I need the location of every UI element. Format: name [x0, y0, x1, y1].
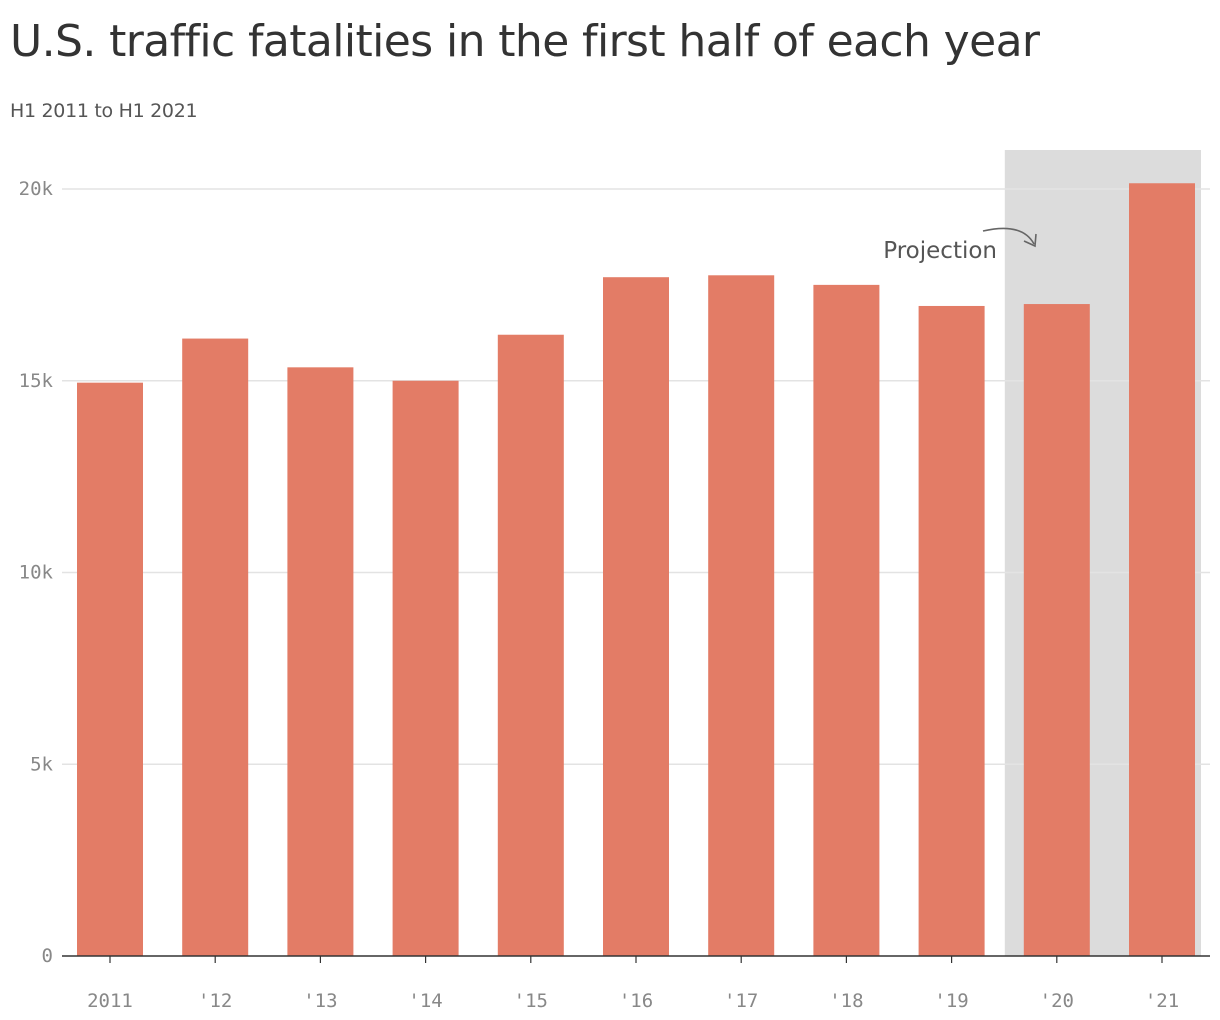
bar: [497, 334, 564, 957]
x-tick-label: '21: [1145, 990, 1179, 1012]
bar: [287, 367, 354, 956]
bar: [708, 275, 775, 957]
projection-arrowhead-icon: [1023, 233, 1037, 248]
y-tick-label: 20k: [19, 178, 54, 200]
x-tick-label: '14: [408, 990, 442, 1012]
bar: [918, 305, 985, 956]
y-tick-label: 15k: [19, 370, 54, 392]
x-tick-label: '20: [1040, 990, 1074, 1012]
bar: [77, 382, 143, 957]
bar: [813, 284, 880, 956]
x-tick-label: '19: [934, 990, 968, 1012]
y-tick-label: 0: [42, 945, 53, 967]
projection-annotation: Projection: [883, 227, 1037, 264]
bar: [1023, 304, 1090, 956]
y-axis-ticks: 0 5k 10k 15k 20k: [19, 178, 54, 967]
x-tick-label: '18: [829, 990, 863, 1012]
x-axis: 2011 '12 '13 '14 '15 '16 '17 '18 '19 '20 '21: [62, 955, 1210, 1012]
x-tick-label: '16: [619, 990, 653, 1012]
chart-subtitle: H1 2011 to H1 2021: [10, 100, 198, 122]
y-tick-label: 5k: [30, 753, 53, 775]
bar: [1129, 183, 1195, 956]
y-tick-label: 10k: [19, 562, 54, 584]
bar: [182, 338, 249, 956]
x-tick-label: '13: [303, 990, 337, 1012]
x-tick-label: 2011: [87, 990, 133, 1012]
bar: [603, 277, 669, 957]
bar: [392, 380, 459, 956]
projection-label: Projection: [883, 238, 997, 264]
projection-arrow-icon: [982, 227, 1035, 245]
x-tick-label: '17: [724, 990, 758, 1012]
bars: [77, 183, 1195, 957]
x-tick-label: '12: [198, 990, 232, 1012]
chart-title: U.S. traffic fatalities in the first hal…: [10, 16, 1040, 67]
x-tick-label: '15: [514, 990, 548, 1012]
